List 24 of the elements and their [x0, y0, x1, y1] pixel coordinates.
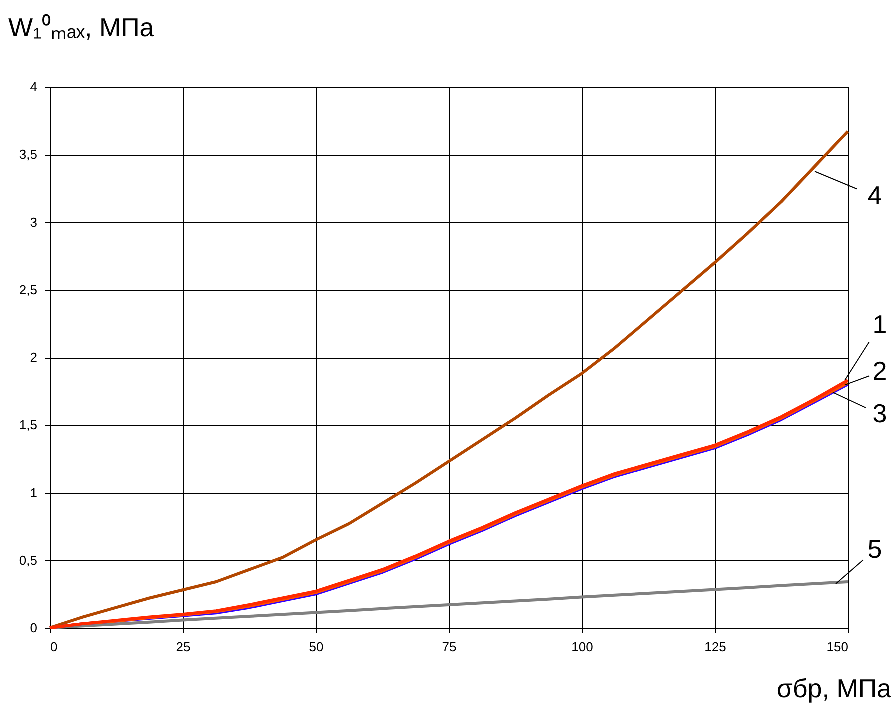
series-label: 4 [868, 180, 882, 211]
y-tick-label: 2,5 [19, 282, 38, 298]
y-tick-label: 4 [30, 80, 38, 94]
y-tick-label: 0,5 [19, 552, 38, 568]
x-tick-label: 25 [176, 640, 191, 654]
x-tick-label: 0 [50, 640, 58, 654]
x-tick-label: 100 [572, 640, 594, 654]
series-label: 2 [872, 356, 888, 386]
series-label: 1 [872, 309, 888, 340]
y-tick-label: 1 [30, 485, 38, 500]
y-axis-title: W₁⁰ₘₐₓ, МПа [8, 12, 155, 42]
y-tick-label: 2 [30, 350, 38, 365]
y-tick-label: 0 [30, 620, 38, 636]
line-series [48, 130, 850, 630]
x-tick-label: 75 [442, 640, 457, 654]
x-axis-title: σбр, МПа [776, 674, 892, 704]
y-tick-label: 1,5 [19, 418, 38, 433]
x-tick-label: 50 [309, 640, 324, 654]
x-tick-label: 125 [704, 640, 726, 654]
series-label: 3 [872, 398, 888, 429]
x-tick-label: 150 [826, 640, 848, 654]
y-tick-label: 3,5 [19, 147, 38, 162]
series-label: 5 [868, 534, 882, 564]
y-tick-label: 3 [30, 214, 38, 230]
